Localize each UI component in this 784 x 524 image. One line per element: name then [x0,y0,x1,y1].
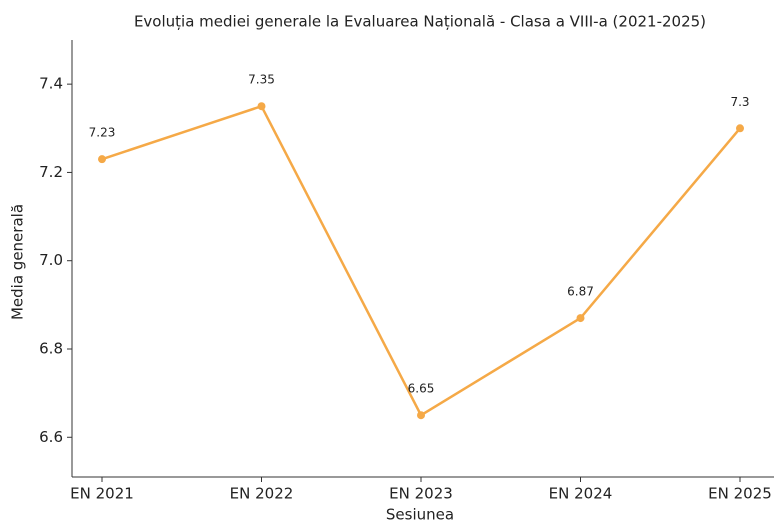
x-tick-label: EN 2024 [549,485,613,503]
value-label: 7.3 [730,95,749,109]
y-tick-label: 7.0 [39,251,63,269]
x-tick-label: EN 2021 [70,485,134,503]
point [257,102,266,111]
x-tick-label: EN 2022 [230,485,294,503]
x-axis-label: Sesiunea [386,506,454,524]
value-label: 7.35 [248,73,275,87]
y-tick-label: 7.2 [39,163,63,181]
y-axis-label: Media generală [9,204,27,320]
y-tick-label: 6.6 [39,428,63,446]
value-label: 6.87 [567,285,594,299]
line [101,104,741,417]
point [98,155,106,164]
point [576,314,585,323]
x-tick-label: EN 2025 [708,485,772,503]
value-label: 7.23 [89,126,116,140]
point [417,411,425,420]
point [736,124,744,133]
chart-title: Evoluția mediei generale la Evaluarea Na… [134,13,706,31]
value-label: 6.65 [408,382,435,396]
y-tick-label: 7.4 [39,75,63,93]
x-tick-label: EN 2023 [389,485,453,503]
y-tick-label: 6.8 [39,339,63,357]
